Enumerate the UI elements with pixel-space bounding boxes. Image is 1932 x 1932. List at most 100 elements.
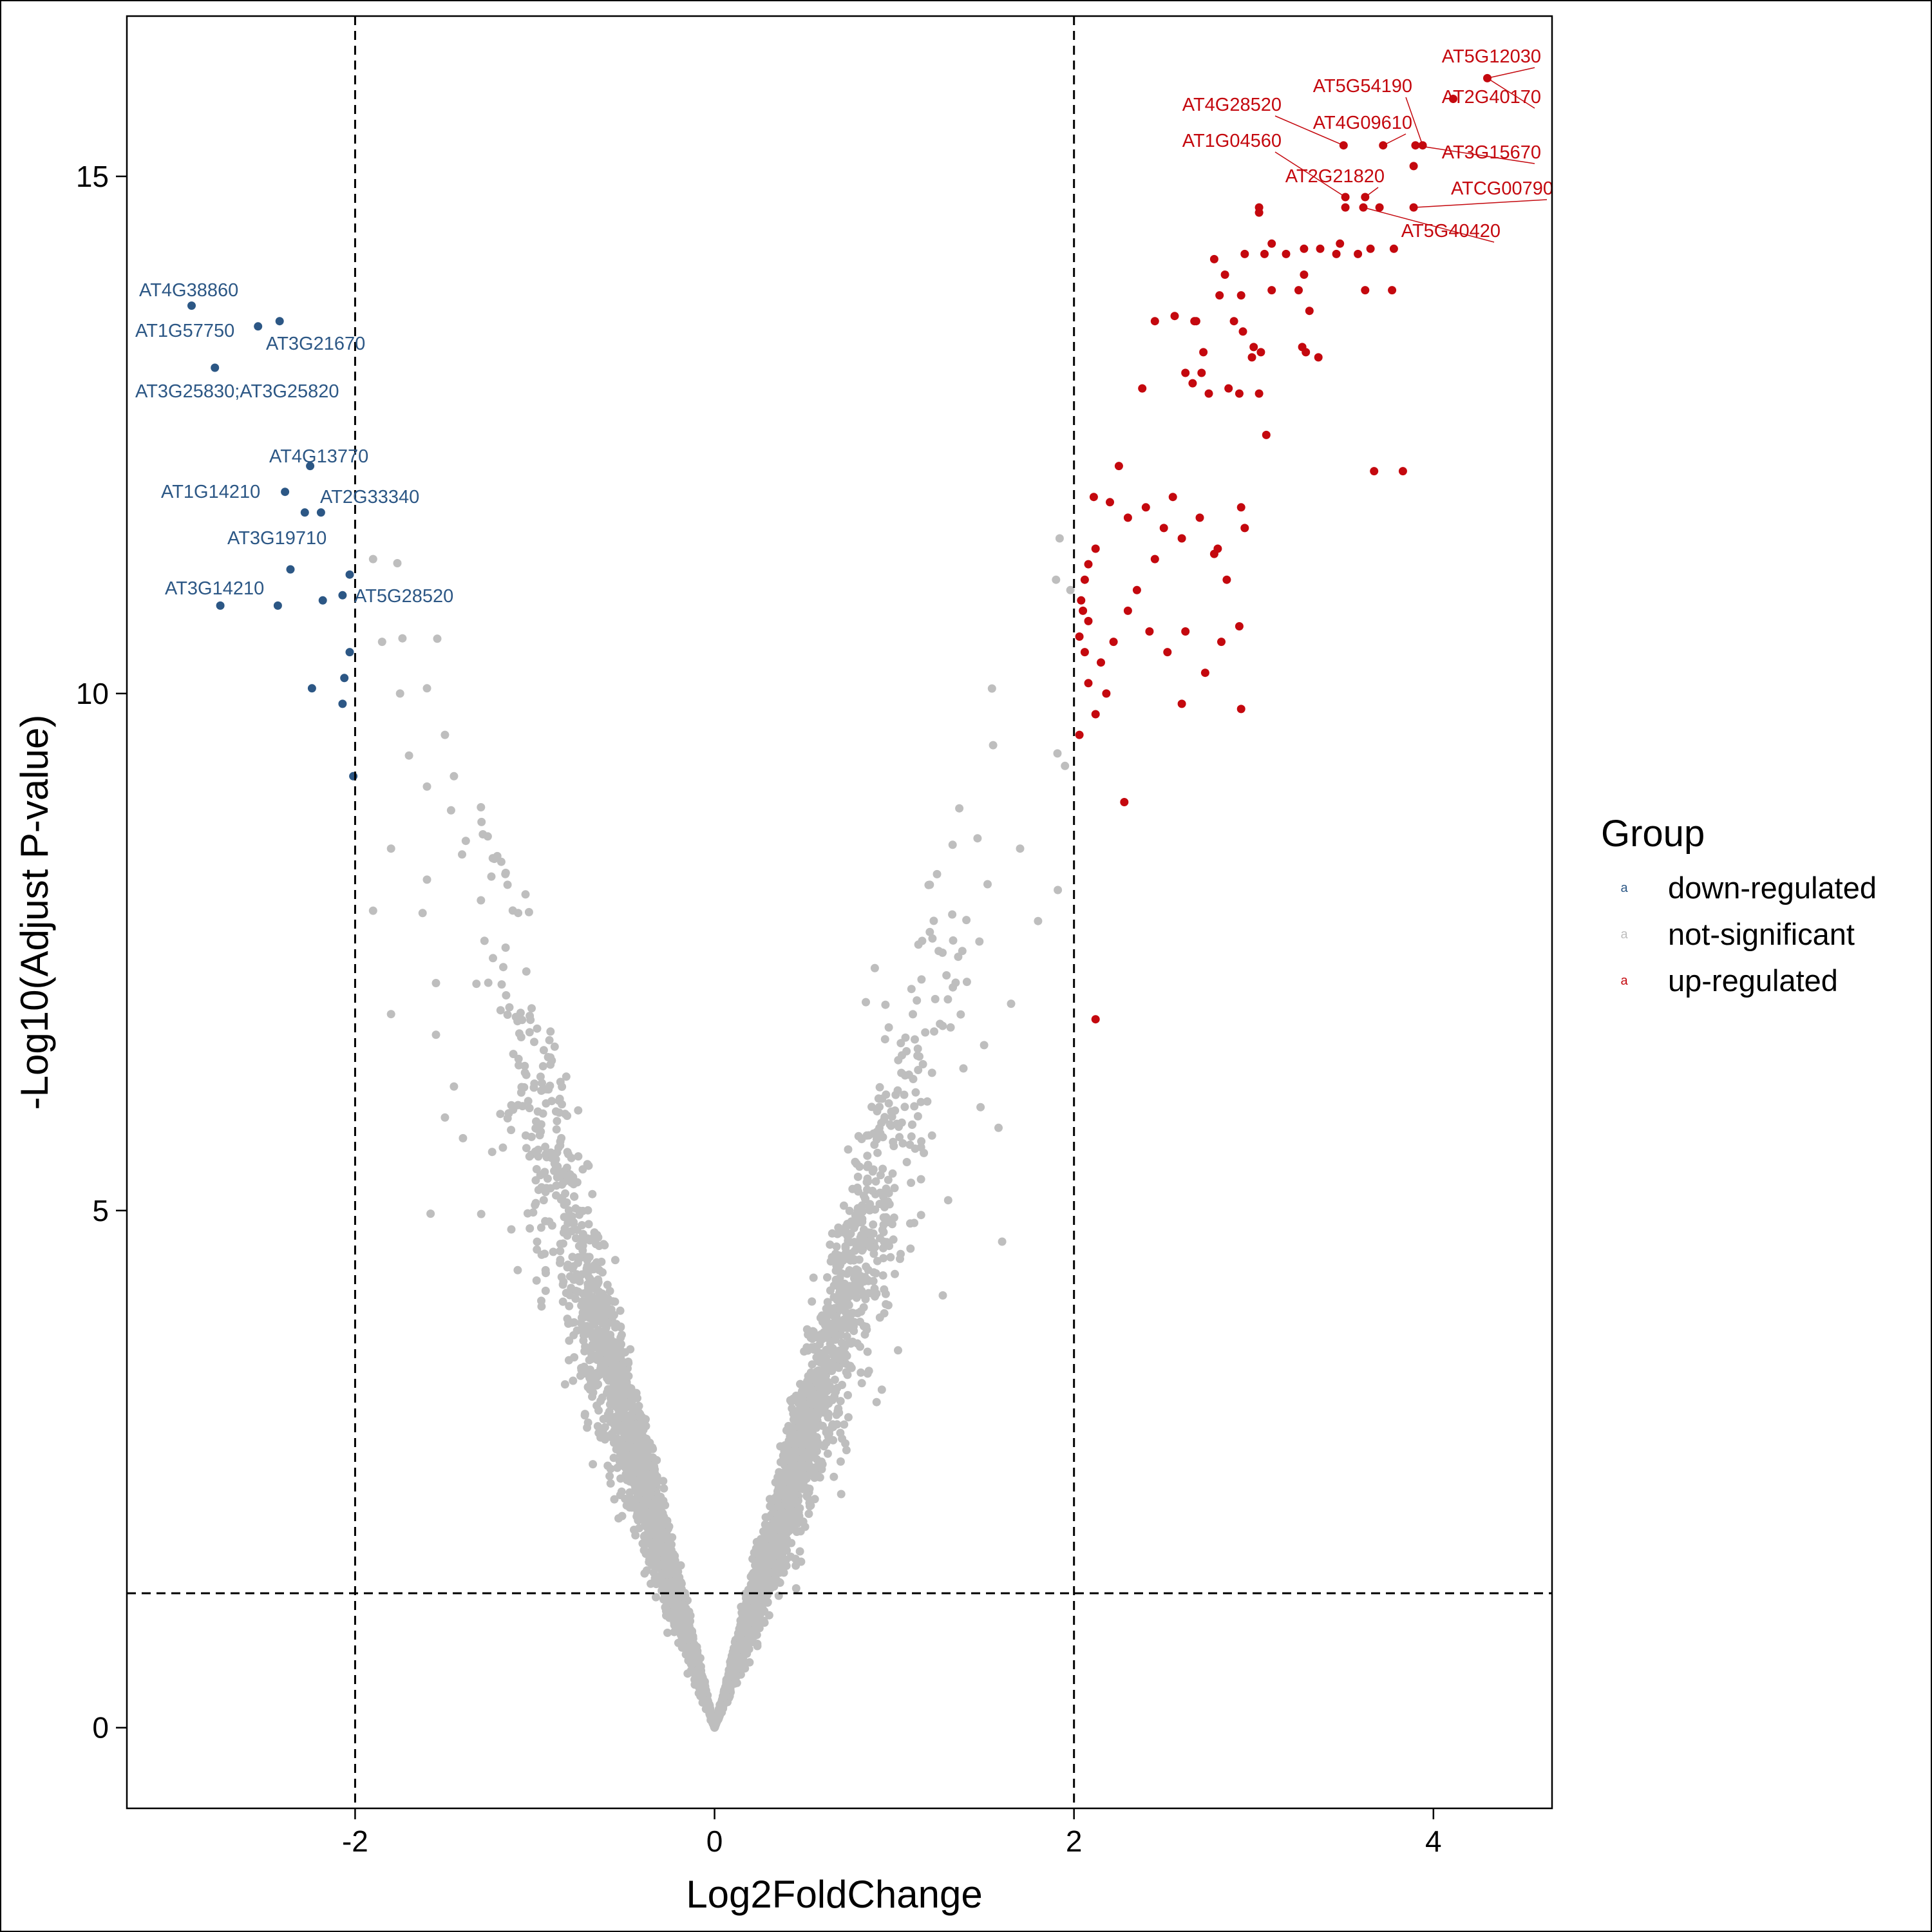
- ns-point: [649, 1453, 658, 1462]
- ns-point: [878, 1094, 887, 1103]
- ns-point: [577, 1234, 586, 1243]
- ns-point: [772, 1495, 780, 1504]
- ns-point: [536, 1127, 545, 1136]
- ns-point: [795, 1511, 804, 1520]
- ns-point: [583, 1160, 592, 1169]
- ns-point: [645, 1555, 654, 1564]
- ns-point: [507, 1126, 516, 1135]
- ns-point: [614, 1514, 623, 1523]
- ns-point: [655, 1540, 663, 1549]
- ns-point: [530, 1037, 538, 1046]
- ns-point: [609, 1454, 618, 1463]
- ns-point: [843, 1340, 852, 1349]
- ns-point: [650, 1574, 659, 1583]
- ns-point: [804, 1510, 813, 1519]
- ns-point: [514, 909, 523, 918]
- ns-point: [871, 1205, 880, 1214]
- ns-point: [579, 1331, 588, 1340]
- ns-point: [876, 1171, 885, 1180]
- ns-point: [614, 1350, 623, 1359]
- ns-point: [856, 1342, 864, 1351]
- ns-point: [949, 936, 958, 945]
- ns-point: [570, 1192, 579, 1201]
- ns-point: [830, 1392, 839, 1401]
- ns-point: [857, 1307, 866, 1316]
- ns-point: [625, 1488, 634, 1497]
- ns-point: [959, 1064, 968, 1073]
- ns-point: [622, 1389, 631, 1398]
- ns-point: [811, 1345, 820, 1354]
- ns-point: [853, 1172, 862, 1181]
- ns-point: [913, 996, 922, 1005]
- ns-point: [651, 1495, 660, 1504]
- ns-point: [543, 1174, 552, 1183]
- ns-point: [891, 1269, 899, 1278]
- ns-point: [928, 934, 937, 943]
- ns-point: [577, 1363, 585, 1372]
- ns-point: [477, 1209, 486, 1218]
- ns-point: [875, 1313, 884, 1322]
- ns-point: [896, 1249, 905, 1258]
- ns-point: [835, 1363, 843, 1372]
- ns-point: [790, 1523, 799, 1532]
- ns-point: [849, 1256, 858, 1265]
- ns-point: [924, 880, 933, 889]
- ns-point: [630, 1526, 638, 1534]
- ns-point: [446, 806, 455, 815]
- ns-point: [898, 1139, 907, 1148]
- ns-point: [916, 1175, 925, 1184]
- ns-point: [418, 909, 427, 918]
- ns-point: [551, 1107, 560, 1116]
- ns-point: [659, 1477, 668, 1486]
- ns-point: [888, 1169, 897, 1178]
- ns-point: [527, 1004, 536, 1013]
- ns-point: [877, 1385, 886, 1394]
- ns-point: [556, 1258, 564, 1267]
- ns-point: [524, 1097, 533, 1106]
- ns-point: [518, 1102, 527, 1111]
- ns-point: [559, 1228, 568, 1237]
- ns-point: [844, 1390, 852, 1399]
- ns-point: [515, 1029, 524, 1038]
- ns-point: [536, 1223, 545, 1232]
- ns-point: [652, 1593, 660, 1602]
- ns-point: [393, 559, 402, 567]
- ns-point: [973, 834, 982, 843]
- ns-point: [879, 1244, 887, 1253]
- ns-point: [567, 1318, 576, 1327]
- ns-point: [513, 1017, 522, 1026]
- ns-point: [619, 1359, 628, 1368]
- ns-point: [480, 936, 489, 945]
- ns-point: [584, 1220, 593, 1229]
- ns-point: [782, 1546, 791, 1555]
- ns-point: [886, 1253, 895, 1262]
- ns-point: [816, 1313, 825, 1322]
- ns-point: [583, 1296, 592, 1305]
- ns-point: [556, 1077, 565, 1086]
- ns-point: [863, 1151, 872, 1160]
- ns-point: [889, 1235, 898, 1244]
- ns-point: [810, 1416, 819, 1425]
- ns-point: [872, 1397, 881, 1406]
- ns-point: [875, 1200, 884, 1208]
- ns-point: [753, 1640, 762, 1648]
- ns-point: [895, 1122, 903, 1132]
- ns-point: [634, 1401, 643, 1410]
- ns-point: [882, 1300, 891, 1309]
- ns-point: [832, 1410, 841, 1419]
- ns-point: [923, 1097, 932, 1106]
- ns-point: [458, 850, 466, 859]
- ns-point: [864, 1367, 873, 1376]
- ns-point: [606, 1414, 615, 1423]
- ns-point: [844, 1413, 853, 1422]
- ns-point: [835, 1296, 844, 1305]
- ns-point: [884, 1175, 893, 1184]
- ns-point: [541, 1142, 550, 1151]
- ns-point: [670, 1627, 679, 1636]
- ns-point: [603, 1461, 612, 1470]
- ns-point: [885, 1200, 894, 1209]
- ns-point: [617, 1461, 625, 1470]
- ns-point: [832, 1242, 841, 1251]
- ns-point: [501, 869, 510, 878]
- ns-point: [522, 967, 531, 976]
